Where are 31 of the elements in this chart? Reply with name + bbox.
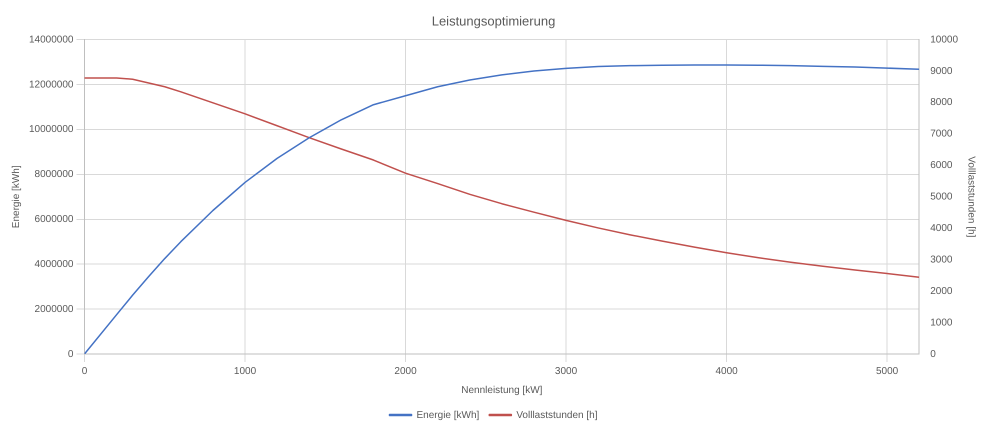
y2-tick-label: 8000 xyxy=(930,97,953,108)
legend-label: Energie [kWh] xyxy=(416,410,480,421)
y-axis-title: Energie [kWh] xyxy=(10,165,22,228)
y2-tick-label: 4000 xyxy=(930,222,953,234)
x-tick-label: 0 xyxy=(82,366,88,377)
x-tick-label: 2000 xyxy=(394,366,418,377)
y-tick-label: 6000000 xyxy=(34,214,74,226)
y-tick-label: 4000000 xyxy=(34,258,74,270)
x-tick-label: 4000 xyxy=(715,366,738,377)
x-tick-label: 5000 xyxy=(876,366,899,377)
y2-tick-label: 5000 xyxy=(930,192,953,203)
y-tick-label: 2000000 xyxy=(34,304,74,315)
y2-tick-label: 10000 xyxy=(930,34,958,46)
y2-tick-label: 9000 xyxy=(930,66,953,77)
y2-tick-label: 7000 xyxy=(930,128,953,140)
y-tick-label: 0 xyxy=(68,348,74,360)
y-tick-label: 12000000 xyxy=(28,79,74,90)
y-tick-label: 8000000 xyxy=(34,169,74,180)
y-tick-label: 10000000 xyxy=(28,124,74,136)
y2-tick-label: 0 xyxy=(930,348,936,360)
x-tick-label: 3000 xyxy=(554,366,578,377)
x-tick-label: 1000 xyxy=(234,366,257,377)
y2-tick-label: 2000 xyxy=(930,286,953,297)
y2-tick-label: 3000 xyxy=(930,254,953,266)
y2-tick-label: 1000 xyxy=(930,317,953,328)
legend-label: Volllaststunden [h] xyxy=(516,410,598,421)
chart-title: Leistungsoptimierung xyxy=(432,13,556,28)
y2-tick-label: 6000 xyxy=(930,160,953,172)
x-axis-title: Nennleistung [kW] xyxy=(461,384,543,396)
y-tick-label: 14000000 xyxy=(28,34,74,46)
y2-axis-title: Volllaststunden [h] xyxy=(965,156,976,238)
